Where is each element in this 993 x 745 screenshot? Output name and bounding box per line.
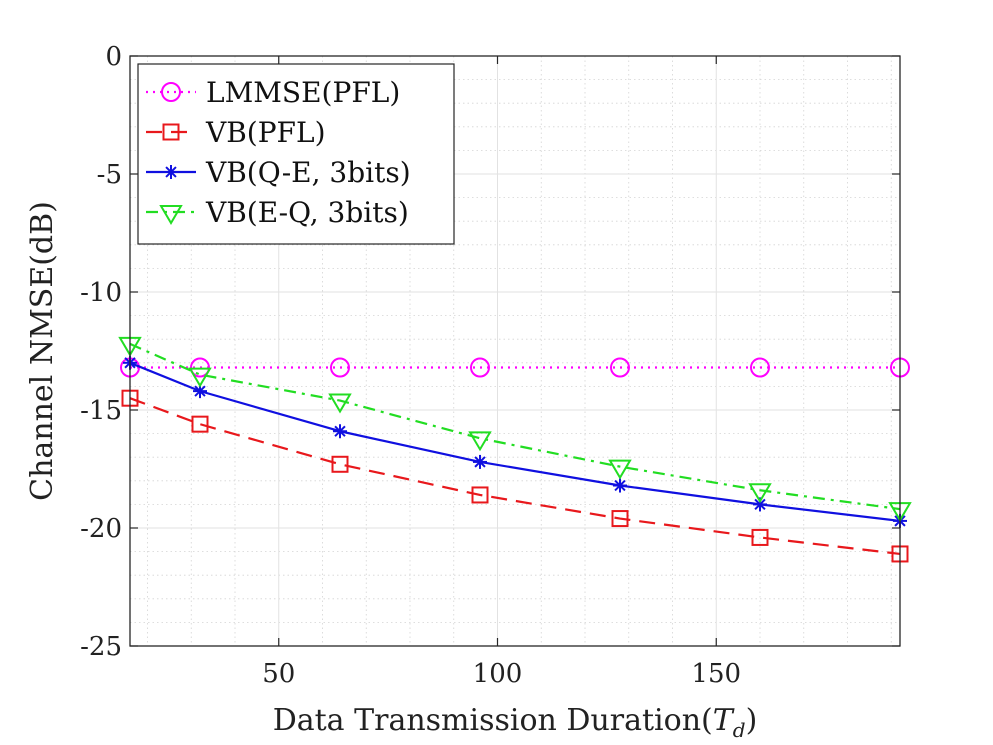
data-point — [193, 384, 207, 399]
data-point — [610, 357, 630, 378]
data-point — [190, 357, 210, 378]
data-point — [468, 431, 492, 452]
x-axis-label-var: T — [713, 703, 735, 738]
series-lmmse-pfl — [120, 357, 910, 378]
x-axis-label-close: ) — [746, 703, 758, 738]
y-tick-label: -15 — [80, 396, 122, 426]
axis-ticks — [130, 55, 900, 647]
x-tick-label: 150 — [691, 659, 741, 689]
minor-grid — [130, 56, 900, 646]
x-axis-label: Data Transmission Duration(Td) — [273, 703, 758, 742]
data-point — [188, 367, 212, 388]
data-point — [470, 357, 490, 378]
legend-marker — [161, 82, 181, 102]
x-axis-label-sub: d — [733, 718, 746, 742]
legend-label: VB(E-Q, 3bits) — [205, 196, 409, 229]
y-tick-label: 0 — [105, 42, 122, 72]
series-layer — [118, 336, 912, 563]
data-point — [611, 510, 629, 528]
legend-label: VB(Q-E, 3bits) — [205, 156, 411, 189]
y-tick-label: -20 — [80, 514, 122, 544]
series-line — [129, 397, 901, 556]
data-point — [608, 459, 632, 480]
legend: LMMSE(PFL) VB(PFL) VB(Q-E, 3bits) VB(E-Q, 3… — [137, 63, 455, 245]
plot-frame — [129, 55, 901, 647]
legend-label: LMMSE(PFL) — [206, 76, 400, 109]
data-point — [333, 424, 347, 439]
data-point — [613, 478, 627, 493]
tick-labels: 50 100 150 0 -5 -10 -15 -20 -25 — [80, 42, 741, 689]
series-line — [129, 342, 901, 511]
data-point — [751, 528, 769, 546]
x-tick-label: 50 — [262, 659, 295, 689]
legend-box — [137, 63, 455, 245]
legend-entry: VB(E-Q, 3bits) — [146, 196, 409, 229]
legend-label: VB(PFL) — [205, 116, 326, 149]
data-point — [748, 483, 772, 504]
data-point — [331, 455, 349, 473]
data-point — [471, 486, 489, 504]
data-point — [328, 393, 352, 414]
y-tick-label: -10 — [80, 278, 122, 308]
legend-entry: VB(Q-E, 3bits) — [146, 156, 411, 189]
legend-entry: LMMSE(PFL) — [146, 76, 400, 109]
legend-marker — [162, 123, 180, 141]
x-axis-label-text: Data Transmission Duration( — [273, 703, 713, 738]
y-tick-label: -25 — [80, 632, 122, 662]
legend-marker — [164, 165, 178, 179]
x-tick-label: 100 — [473, 659, 523, 689]
data-point — [750, 357, 770, 378]
data-point — [330, 357, 350, 378]
data-point — [191, 415, 209, 433]
legend-entry: VB(PFL) — [146, 116, 326, 149]
y-axis-label: Channel NMSE(dB) — [25, 201, 60, 501]
data-point — [473, 454, 487, 469]
legend-marker — [159, 205, 183, 225]
y-tick-label: -5 — [97, 160, 122, 190]
